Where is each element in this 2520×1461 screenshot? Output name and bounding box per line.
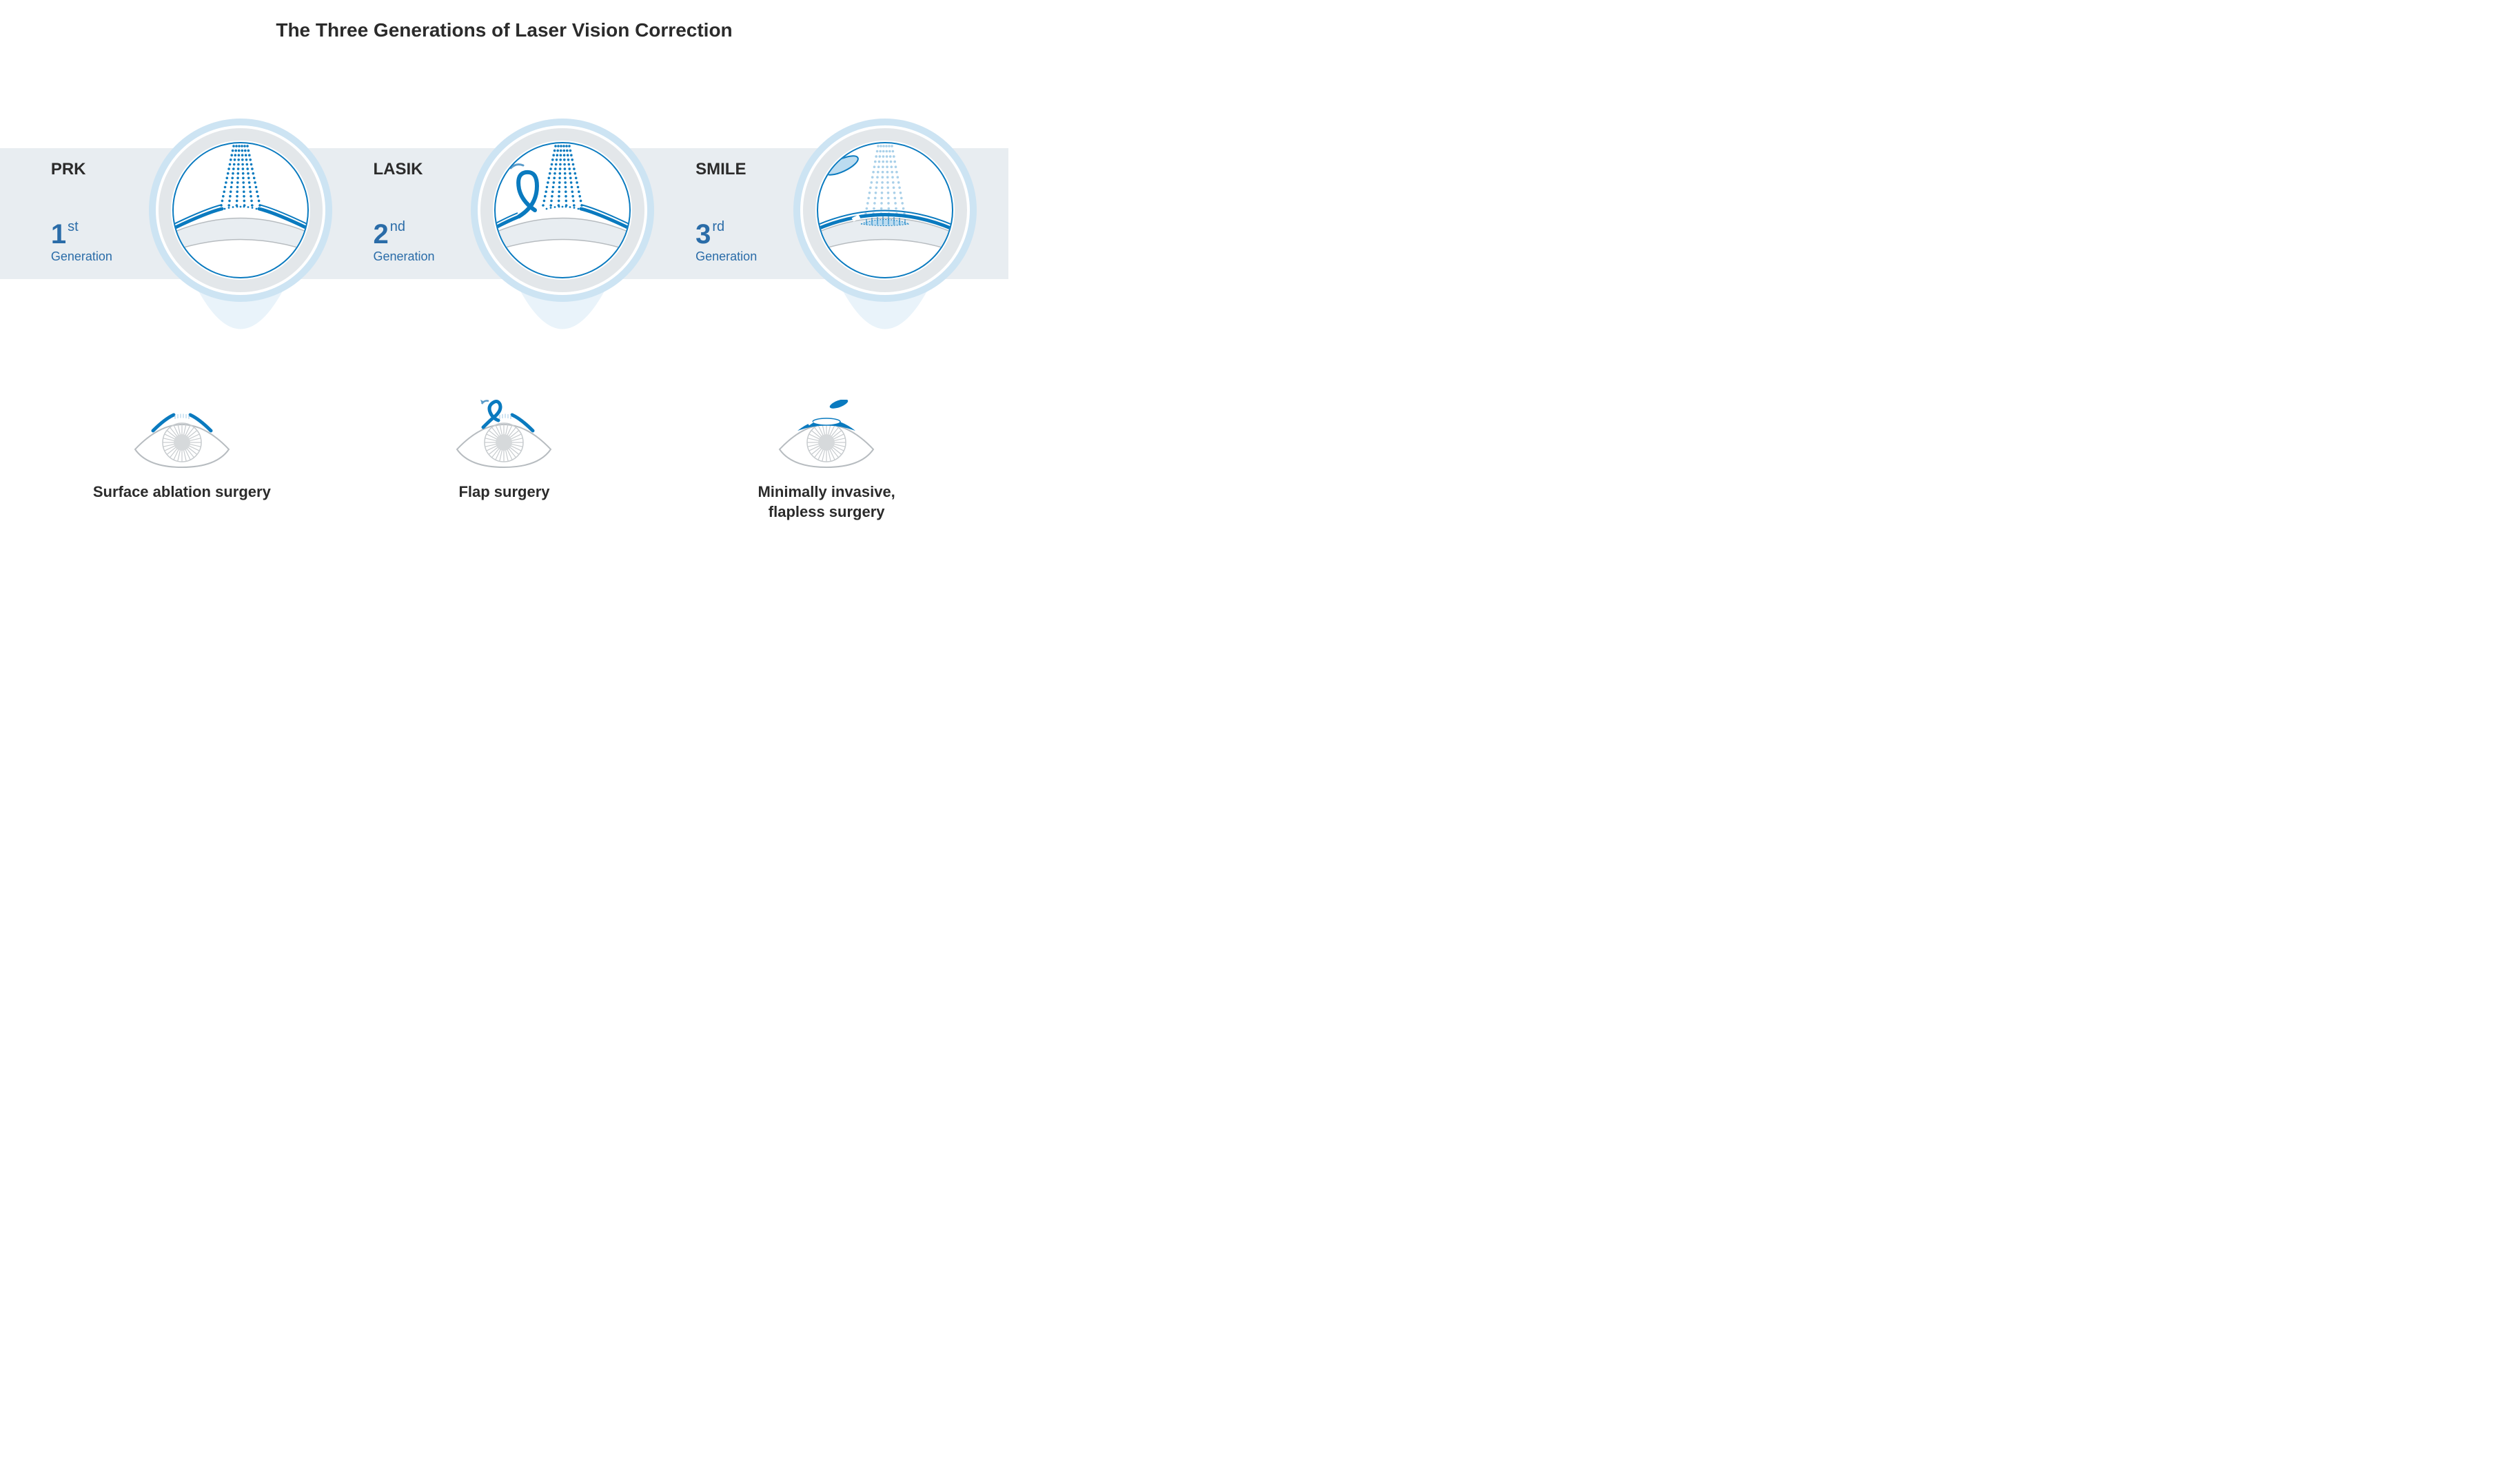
method-name-prk: PRK (51, 160, 86, 179)
gen-number: 3 (695, 221, 711, 248)
eye-icon-smile (771, 400, 882, 476)
method-name-lasik: LASIK (373, 160, 423, 179)
caption-lasik: Flap surgery (352, 482, 656, 502)
gen-label: Generation (373, 249, 434, 264)
caption-smile: Minimally invasive, flapless surgery (675, 482, 978, 522)
magnifier-smile (792, 117, 978, 372)
gen-number: 2 (373, 221, 388, 248)
magnifier-inner-border (173, 143, 308, 278)
caption-prk: Surface ablation surgery (30, 482, 334, 502)
gen-label: Generation (695, 249, 757, 264)
method-name-smile: SMILE (695, 160, 746, 179)
gen-ordinal: st (68, 219, 79, 235)
magnifier-inner-border (495, 143, 630, 278)
eye-icon-lasik (449, 400, 559, 476)
generation-block-smile: 3rd Generation (695, 221, 757, 264)
gen-ordinal: nd (390, 219, 405, 235)
magnifier-lasik (469, 117, 656, 372)
generation-block-prk: 1st Generation (51, 221, 112, 264)
generation-block-lasik: 2nd Generation (373, 221, 434, 264)
gen-number: 1 (51, 221, 66, 248)
magnifier-prk (148, 117, 334, 372)
gen-label: Generation (51, 249, 112, 264)
page-title: The Three Generations of Laser Vision Co… (0, 0, 1008, 41)
eye-icon-prk (127, 400, 237, 476)
gen-ordinal: rd (712, 219, 724, 235)
